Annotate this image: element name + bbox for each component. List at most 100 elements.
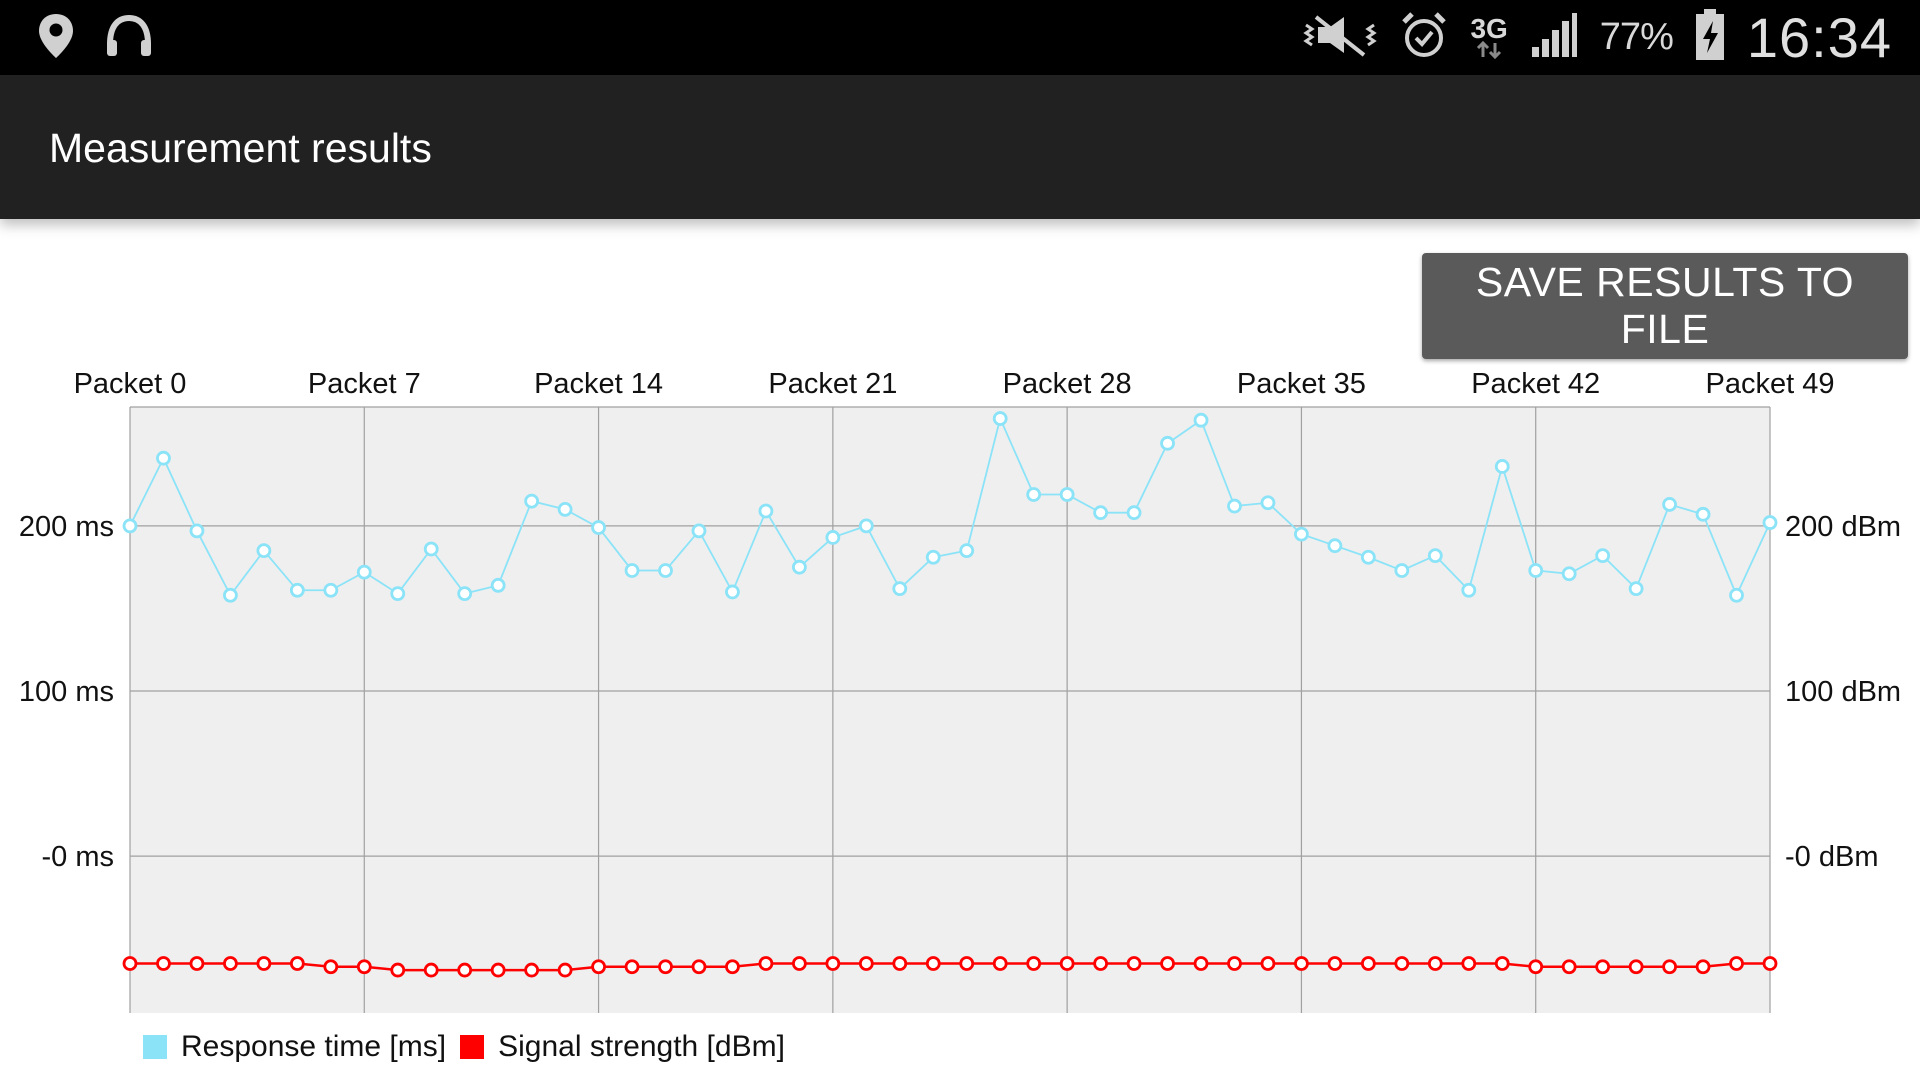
x-tick-label: Packet 49 bbox=[1706, 368, 1835, 400]
data-point bbox=[524, 962, 540, 978]
data-point bbox=[1494, 459, 1510, 474]
data-point bbox=[1093, 505, 1109, 521]
data-point bbox=[624, 563, 640, 578]
data-point bbox=[892, 581, 908, 597]
measurement-chart: Packet 0 Packet 7 Packet 14 Packet 21 Packet… bbox=[19, 368, 1901, 1013]
legend-label-signal: Signal strength [dBm] bbox=[498, 1030, 785, 1063]
data-point bbox=[189, 956, 205, 971]
data-point bbox=[490, 577, 506, 593]
data-point bbox=[925, 549, 941, 565]
data-point bbox=[825, 956, 841, 971]
action-bar: Measurement results bbox=[0, 75, 1920, 219]
data-point bbox=[691, 959, 707, 975]
data-point bbox=[992, 956, 1008, 971]
data-point bbox=[1360, 956, 1376, 971]
data-point bbox=[1327, 538, 1343, 554]
data-point bbox=[289, 956, 305, 971]
plot-area bbox=[130, 407, 1770, 1013]
data-point bbox=[1561, 566, 1577, 582]
legend-swatch-response bbox=[143, 1035, 167, 1059]
data-point bbox=[189, 523, 205, 539]
data-point bbox=[457, 586, 473, 601]
data-point bbox=[223, 587, 238, 603]
data-point bbox=[1394, 563, 1410, 578]
data-point bbox=[1394, 956, 1410, 971]
data-point bbox=[858, 518, 874, 534]
data-point bbox=[591, 520, 606, 535]
data-point bbox=[1729, 956, 1744, 971]
data-point bbox=[122, 956, 138, 971]
data-point bbox=[892, 956, 908, 971]
data-point bbox=[524, 493, 540, 509]
data-point bbox=[156, 450, 171, 466]
mute-vibrate-icon bbox=[1302, 11, 1378, 64]
data-point bbox=[1528, 959, 1544, 975]
save-results-button[interactable]: SAVE RESULTS TO FILE bbox=[1422, 253, 1908, 359]
data-point bbox=[490, 962, 506, 978]
data-point bbox=[1427, 548, 1443, 564]
data-point bbox=[825, 530, 841, 545]
status-right-area: 3G 77% 16:34 bbox=[1302, 0, 1892, 75]
data-point bbox=[791, 559, 807, 575]
data-point bbox=[256, 543, 272, 559]
data-point bbox=[1561, 959, 1577, 975]
data-point bbox=[725, 584, 740, 600]
y-tick-label-left: 200 ms bbox=[19, 511, 114, 543]
legend-label-response: Response time [ms] bbox=[181, 1030, 447, 1063]
x-tick-label: Packet 35 bbox=[1237, 368, 1366, 400]
data-point bbox=[1360, 549, 1376, 565]
data-point bbox=[1193, 412, 1209, 428]
data-point bbox=[658, 563, 673, 578]
data-point bbox=[423, 962, 439, 978]
x-tick-label: Packet 7 bbox=[308, 368, 421, 400]
data-point bbox=[323, 959, 339, 975]
y-tick-label-left: -0 ms bbox=[42, 841, 115, 873]
signal-icon bbox=[1530, 11, 1578, 64]
status-bar: 3G 77% 16:34 bbox=[0, 0, 1920, 75]
data-point bbox=[156, 956, 171, 971]
data-point bbox=[256, 956, 272, 971]
alarm-icon bbox=[1400, 10, 1448, 65]
data-point bbox=[1294, 526, 1309, 542]
data-point bbox=[1662, 497, 1677, 512]
chart-legend: Response time [ms] Signal strength [dBm] bbox=[143, 1030, 799, 1064]
page-title: Measurement results bbox=[49, 125, 432, 171]
data-point bbox=[1193, 956, 1209, 971]
data-point bbox=[758, 503, 774, 519]
data-point bbox=[624, 959, 640, 975]
data-point bbox=[557, 962, 573, 978]
x-tick-label: Packet 42 bbox=[1471, 368, 1600, 400]
data-point bbox=[1160, 956, 1175, 971]
data-point bbox=[1494, 956, 1510, 971]
data-point bbox=[959, 543, 975, 559]
data-point bbox=[591, 959, 606, 975]
legend-item-signal: Signal strength [dBm] bbox=[460, 1030, 785, 1064]
data-point bbox=[925, 956, 941, 971]
data-point bbox=[1528, 563, 1544, 578]
data-point bbox=[1059, 956, 1075, 971]
x-tick-label: Packet 21 bbox=[768, 368, 897, 400]
data-point bbox=[1160, 435, 1175, 451]
battery-charging-icon bbox=[1695, 9, 1725, 66]
data-point bbox=[390, 586, 406, 601]
data-point bbox=[1227, 498, 1242, 514]
data-point bbox=[791, 956, 807, 971]
data-point bbox=[1628, 581, 1644, 597]
data-point bbox=[1595, 959, 1611, 975]
x-tick-label: Packet 14 bbox=[534, 368, 663, 400]
data-point bbox=[1260, 495, 1276, 511]
data-point bbox=[1260, 956, 1276, 971]
data-point bbox=[289, 582, 305, 598]
data-point bbox=[1026, 487, 1042, 502]
y-tick-label-right: -0 dBm bbox=[1785, 841, 1878, 873]
data-point bbox=[1427, 956, 1443, 971]
legend-swatch-signal bbox=[460, 1035, 485, 1059]
data-point bbox=[658, 959, 673, 975]
legend-item-response: Response time [ms] bbox=[143, 1030, 446, 1064]
data-point bbox=[323, 582, 339, 598]
data-point bbox=[758, 956, 774, 971]
data-point bbox=[1126, 505, 1142, 521]
data-point bbox=[1126, 956, 1142, 971]
data-point bbox=[423, 541, 439, 557]
battery-percent: 77% bbox=[1599, 16, 1674, 58]
